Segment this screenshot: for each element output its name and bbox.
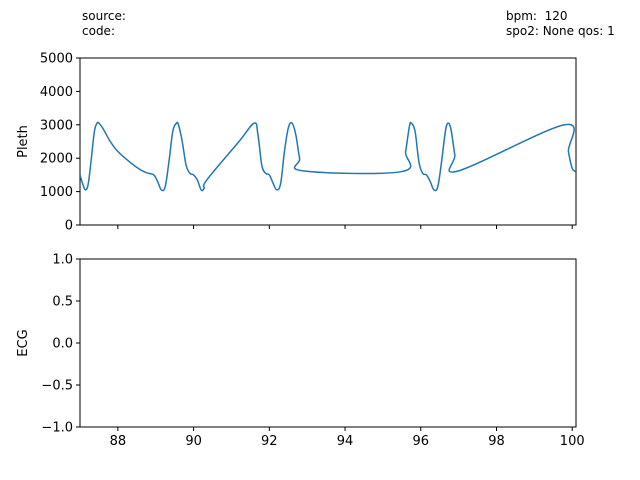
- y-tick-label: 0.5: [52, 295, 73, 310]
- y-tick-label: −1.0: [41, 421, 73, 436]
- y-tick-label: 4000: [40, 85, 73, 100]
- y-tick-label: 0.0: [52, 337, 73, 352]
- spo2-readout: spo2: None: [506, 24, 575, 38]
- ecg-y-ticks: −1.0 −0.5 0.0 0.5 1.0: [41, 253, 80, 436]
- pleth-plot-frame: [79, 57, 577, 226]
- ecg-y-axis-label: ECG: [16, 329, 31, 356]
- code-label: code:: [82, 24, 115, 38]
- source-label: source:: [82, 9, 126, 23]
- bpm-readout: bpm: 120: [506, 9, 568, 23]
- ecg-plot-frame: [79, 258, 577, 428]
- y-tick-label: 2000: [40, 152, 73, 167]
- pleth-y-ticks: 0 1000 2000 3000 4000 5000: [40, 52, 80, 234]
- y-tick-label: 0: [65, 219, 73, 234]
- ecg-x-ticks: 88 90 92 94 96 98 100: [110, 427, 585, 449]
- x-tick-label: 98: [488, 434, 505, 449]
- y-tick-label: 1000: [40, 185, 73, 200]
- ecg-axes: −1.0 −0.5 0.0 0.5 1.0 88 90 92 94 96 98 100 ECG: [16, 253, 585, 450]
- pleth-x-ticks: [117, 225, 573, 229]
- x-tick-label: 92: [261, 434, 278, 449]
- pleth-series: [80, 121, 576, 192]
- pleth-axes: 0 1000 2000 3000 4000 5000 Pleth: [16, 52, 577, 234]
- y-tick-label: 1.0: [52, 253, 73, 268]
- y-tick-label: 3000: [40, 118, 73, 133]
- x-tick-label: 90: [185, 434, 202, 449]
- x-tick-label: 88: [110, 434, 127, 449]
- signal-quality-readout: qos: 1: [578, 24, 615, 38]
- x-tick-label: 94: [337, 434, 354, 449]
- pleth-line: [80, 121, 576, 192]
- y-tick-label: −0.5: [41, 379, 73, 394]
- y-tick-label: 5000: [40, 52, 73, 67]
- x-tick-label: 96: [412, 434, 429, 449]
- pleth-y-axis-label: Pleth: [16, 125, 31, 158]
- x-tick-label: 100: [560, 434, 585, 449]
